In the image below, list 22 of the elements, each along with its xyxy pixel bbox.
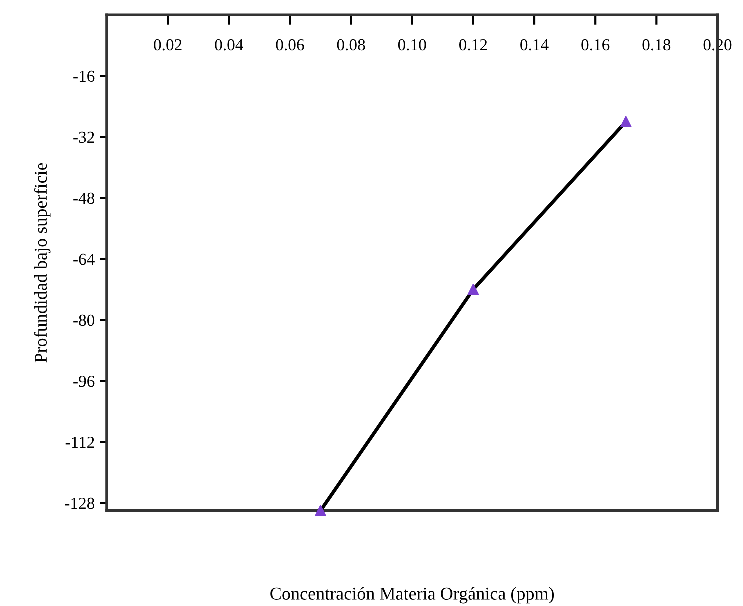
x-tick-label: 0.18 — [642, 39, 671, 51]
x-tick-label: 0.08 — [337, 39, 366, 51]
x-tick-label: 0.02 — [154, 39, 182, 51]
y-tick-label: -96 — [74, 376, 95, 388]
y-tick-label: -64 — [74, 254, 95, 266]
y-tick-label: -80 — [74, 314, 95, 326]
x-axis-title: Concentración Materia Orgánica (ppm) — [270, 587, 554, 604]
point — [468, 284, 480, 296]
x-tick-label: 0.10 — [398, 39, 426, 51]
y-tick-label: -112 — [66, 436, 94, 448]
x-tick-label: 0.14 — [520, 39, 549, 51]
x-tick-label: 0.06 — [276, 39, 304, 51]
y-tick-label: -48 — [74, 192, 95, 204]
y-tick-label: -128 — [65, 498, 95, 510]
point — [315, 505, 326, 516]
y-axis-title: Profundidad bajo superficie — [34, 163, 51, 363]
y-tick-label: -32 — [74, 132, 94, 144]
point — [620, 116, 632, 128]
x-tick-label: 0.12 — [459, 39, 488, 51]
x-tick-label: 0.04 — [215, 39, 244, 51]
x-tick-label: 0.16 — [582, 39, 610, 51]
y-tick-label: -16 — [74, 70, 95, 82]
